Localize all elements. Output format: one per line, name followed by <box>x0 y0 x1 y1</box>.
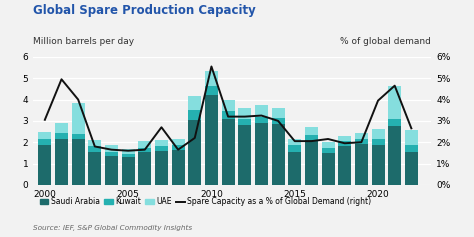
Bar <box>405 152 418 185</box>
Bar <box>238 125 251 185</box>
Bar <box>138 141 151 147</box>
Bar <box>138 152 151 185</box>
Bar <box>88 140 101 146</box>
Bar <box>155 140 168 146</box>
Bar <box>372 139 384 146</box>
Bar <box>188 96 201 110</box>
Bar <box>172 146 184 150</box>
Bar <box>122 157 135 185</box>
Bar <box>321 142 335 147</box>
Bar <box>222 100 235 111</box>
Bar <box>222 119 235 185</box>
Bar <box>288 146 301 152</box>
Bar <box>388 126 401 185</box>
Bar <box>38 146 51 185</box>
Legend: Saudi Arabia, Kuwait, UAE, Spare Capacity as a % of Global Demand (right): Saudi Arabia, Kuwait, UAE, Spare Capacit… <box>37 194 374 210</box>
Bar <box>388 86 401 119</box>
Text: Source: IEF, S&P Global Commodity Insights: Source: IEF, S&P Global Commodity Insigh… <box>33 225 192 231</box>
Bar <box>372 129 384 139</box>
Bar <box>72 134 85 139</box>
Bar <box>122 154 135 157</box>
Bar <box>272 124 284 185</box>
Bar <box>205 86 218 95</box>
Bar <box>55 133 68 139</box>
Bar <box>172 150 184 185</box>
Bar <box>305 127 318 135</box>
Bar <box>272 118 284 124</box>
Bar <box>222 111 235 119</box>
Bar <box>288 139 301 146</box>
Bar <box>55 139 68 185</box>
Text: % of global demand: % of global demand <box>340 37 431 46</box>
Bar <box>238 119 251 125</box>
Bar <box>88 146 101 152</box>
Bar <box>155 151 168 185</box>
Bar <box>272 108 284 118</box>
Bar <box>355 139 368 144</box>
Bar <box>55 123 68 133</box>
Bar <box>38 132 51 139</box>
Bar <box>305 135 318 140</box>
Bar <box>405 146 418 152</box>
Bar <box>355 133 368 139</box>
Bar <box>155 146 168 151</box>
Bar <box>38 139 51 146</box>
Bar <box>238 108 251 119</box>
Bar <box>105 152 118 156</box>
Bar <box>72 103 85 134</box>
Bar <box>338 141 351 146</box>
Bar <box>321 153 335 185</box>
Bar <box>405 131 418 146</box>
Text: Million barrels per day: Million barrels per day <box>33 37 134 46</box>
Bar <box>372 146 384 185</box>
Text: Global Spare Production Capacity: Global Spare Production Capacity <box>33 4 256 17</box>
Bar <box>205 95 218 185</box>
Bar <box>88 152 101 185</box>
Bar <box>172 139 184 146</box>
Bar <box>288 152 301 185</box>
Bar <box>188 120 201 185</box>
Bar <box>355 144 368 185</box>
Bar <box>105 156 118 185</box>
Bar <box>255 123 268 185</box>
Bar <box>338 146 351 185</box>
Bar <box>255 105 268 117</box>
Bar <box>255 117 268 123</box>
Bar <box>321 147 335 153</box>
Bar <box>72 139 85 185</box>
Bar <box>105 146 118 152</box>
Bar <box>388 119 401 126</box>
Bar <box>205 71 218 86</box>
Bar <box>138 147 151 152</box>
Bar <box>188 110 201 120</box>
Bar <box>338 136 351 141</box>
Bar <box>305 140 318 185</box>
Bar <box>122 149 135 154</box>
